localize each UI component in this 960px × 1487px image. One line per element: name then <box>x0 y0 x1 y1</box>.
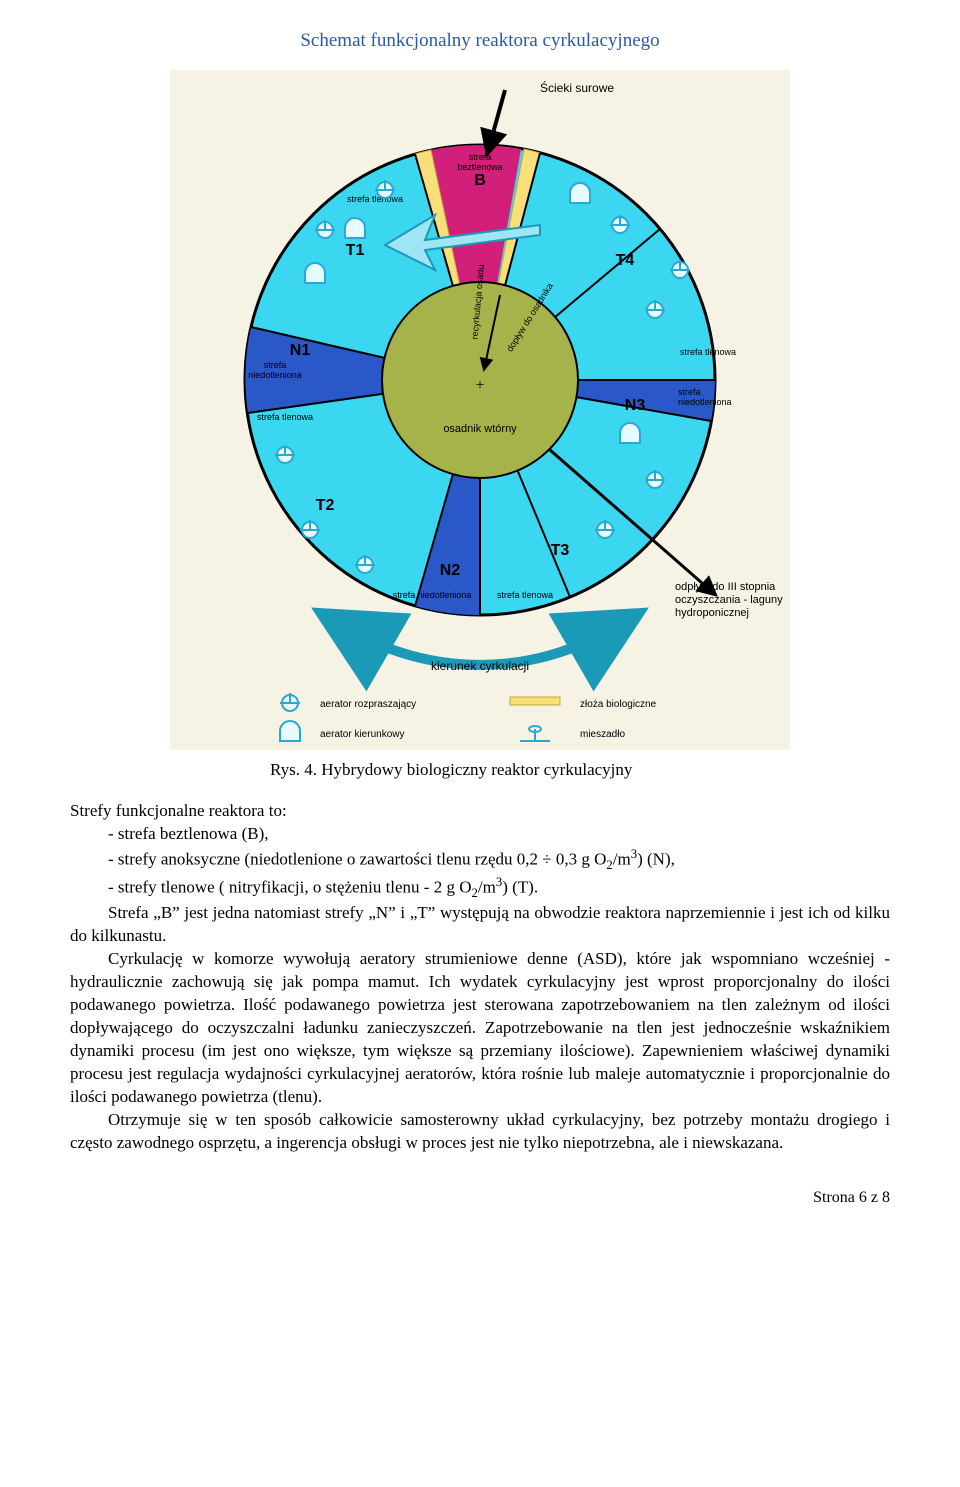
figure-caption: Rys. 4. Hybrydowy biologiczny reaktor cy… <box>270 760 890 780</box>
figure-title: Schemat funkcjonalny reaktora cyrkulacyj… <box>70 30 890 52</box>
settler-label: osadnik wtórny <box>443 423 517 435</box>
svg-text:+: + <box>475 377 484 394</box>
svg-text:strefa: strefa <box>264 360 287 370</box>
page-footer: Strona 6 z 8 <box>70 1189 890 1207</box>
zone-N2: N2 <box>440 562 461 579</box>
zone-T3: T3 <box>551 542 570 559</box>
zone-T1: T1 <box>346 242 365 259</box>
aerobic-label-3: strefa tlenowa <box>257 412 313 422</box>
svg-text:aerator kierunkowy: aerator kierunkowy <box>320 729 404 740</box>
svg-text:mieszadło: mieszadło <box>580 729 625 740</box>
svg-text:złoża biologiczne: złoża biologiczne <box>580 699 657 710</box>
svg-text:aerator rozpraszający: aerator rozpraszający <box>320 699 416 710</box>
body-text: Strefy funkcjonalne reaktora to: - stref… <box>70 800 890 1155</box>
zone-B: B <box>474 172 486 189</box>
zone-T4: T4 <box>616 252 635 269</box>
zone-N1: N1 <box>290 342 311 359</box>
zone-T2: T2 <box>316 497 335 514</box>
reactor-diagram: osadnik wtórny + recyrkulacja osadu dopł… <box>170 70 790 750</box>
svg-text:oczyszczania - laguny: oczyszczania - laguny <box>675 594 783 606</box>
svg-text:hydroponicznej: hydroponicznej <box>675 607 749 619</box>
circulation-label: kierunek cyrkulacji <box>431 659 529 673</box>
aerobic-label-4: strefa tlenowa <box>497 590 553 600</box>
aerobic-label-1: strefa tlenowa <box>347 194 403 204</box>
svg-text:niedotleniona: niedotleniona <box>678 397 732 407</box>
zone-N3: N3 <box>625 397 646 414</box>
aerobic-label-2: strefa tlenowa <box>680 347 736 357</box>
inflow-label: Ścieki surowe <box>540 80 614 95</box>
svg-text:strefa: strefa <box>678 387 701 397</box>
svg-text:niedotleniona: niedotleniona <box>248 370 302 380</box>
anoxic-label-3: strefa niedotleniona <box>393 590 472 600</box>
svg-text:strefa: strefa <box>469 152 492 162</box>
svg-text:beztlenowa: beztlenowa <box>457 162 503 172</box>
svg-text:odpływ do III stopnia: odpływ do III stopnia <box>675 581 776 593</box>
